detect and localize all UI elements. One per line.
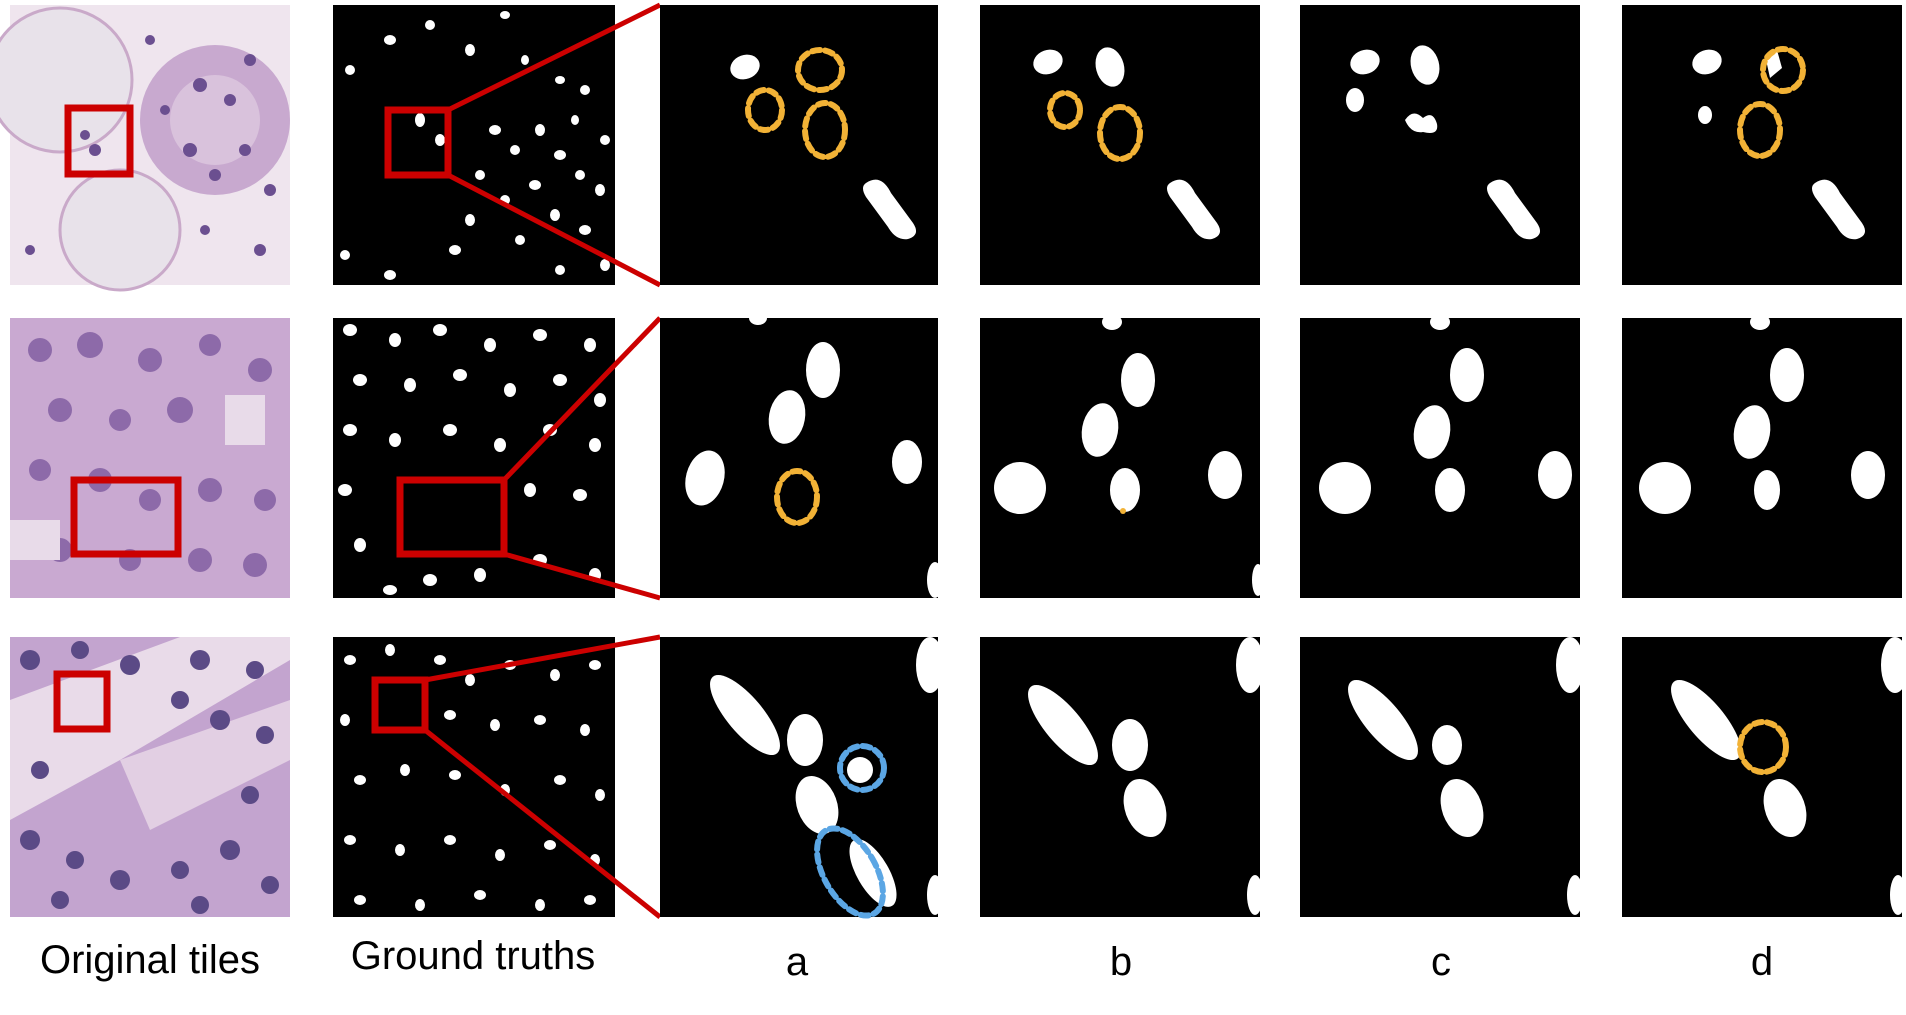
- result-b-row-2: [980, 314, 1264, 598]
- missed-detection-annotation: [745, 47, 848, 160]
- result-c-row-1: [1300, 5, 1580, 285]
- zoom-line-bottom: [423, 728, 662, 919]
- original-tile-row-3: [10, 637, 290, 917]
- zoom-line-top: [446, 2, 662, 113]
- roi-box: [396, 476, 508, 558]
- result-d-row-2: [1622, 314, 1902, 598]
- row-1: [0, 2, 1902, 292]
- ground-truth-row-3: [333, 637, 615, 917]
- ground-truth-row-2: [333, 318, 615, 598]
- original-tile-row-1: [0, 5, 290, 292]
- row-2: [10, 311, 1902, 601]
- row-3: [10, 634, 1906, 919]
- zoom-line-bottom: [446, 172, 662, 288]
- zoom-line-top: [502, 316, 662, 482]
- label-b: b: [1109, 940, 1133, 984]
- zoom-line-top: [424, 634, 661, 683]
- roi-box: [53, 670, 111, 733]
- missed-detection-annotation: [1737, 46, 1806, 159]
- result-a-row-3: [660, 637, 944, 919]
- missed-detection-annotation: [1737, 719, 1789, 775]
- label-a: a: [785, 940, 809, 984]
- result-a-row-2: [660, 311, 943, 598]
- false-detection-annotation: [814, 743, 887, 919]
- missed-detection-annotation: [774, 468, 820, 526]
- result-c-row-3: [1300, 637, 1584, 917]
- result-b-row-3: [980, 637, 1264, 917]
- result-a-row-1: [660, 5, 938, 285]
- label-c: c: [1431, 940, 1451, 984]
- result-d-row-3: [1622, 637, 1906, 917]
- roi-box: [384, 106, 452, 179]
- roi-box: [70, 476, 182, 558]
- result-b-row-1: [980, 5, 1260, 285]
- zoom-line-bottom: [503, 551, 661, 601]
- missed-detection-annotation: [1047, 90, 1143, 162]
- result-c-row-2: [1300, 314, 1580, 598]
- roi-box: [64, 104, 134, 178]
- label-d: d: [1750, 940, 1774, 984]
- result-d-row-1: [1622, 5, 1902, 285]
- label-ground-truths: Ground truths: [350, 934, 596, 978]
- label-original-tiles: Original tiles: [39, 938, 261, 982]
- roi-box: [371, 676, 429, 734]
- original-tile-row-2: [10, 318, 290, 598]
